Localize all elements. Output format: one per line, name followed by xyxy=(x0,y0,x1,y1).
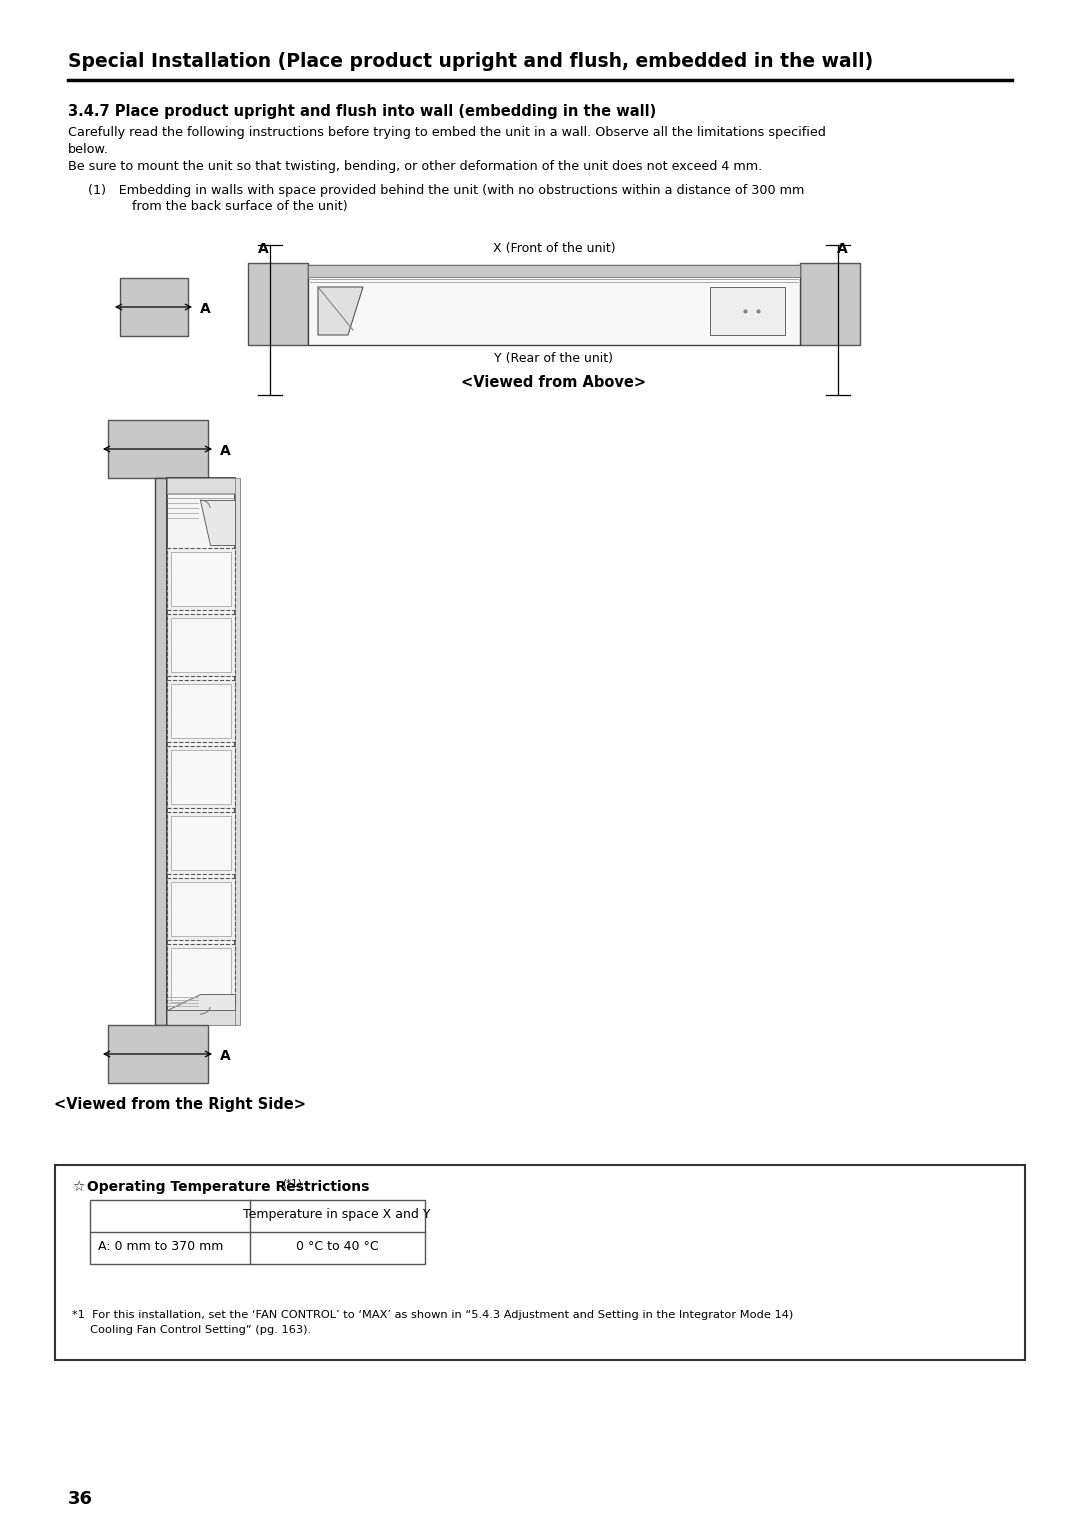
Polygon shape xyxy=(318,287,363,335)
Text: *1  For this installation, set the ‘FAN CONTROL’ to ‘MAX’ as shown in “5.4.3 Adj: *1 For this installation, set the ‘FAN C… xyxy=(72,1309,793,1320)
Bar xyxy=(171,816,231,869)
Bar xyxy=(167,614,235,675)
Bar xyxy=(108,1025,208,1083)
Bar xyxy=(171,947,231,1002)
Bar xyxy=(167,1010,235,1025)
Bar xyxy=(308,264,800,345)
Bar xyxy=(90,1199,426,1264)
Bar xyxy=(171,617,231,672)
Bar xyxy=(156,478,167,1025)
Polygon shape xyxy=(200,500,235,545)
Text: A: A xyxy=(220,1050,231,1063)
Bar xyxy=(171,882,231,937)
Text: <Viewed from the Right Side>: <Viewed from the Right Side> xyxy=(54,1097,306,1112)
Bar xyxy=(800,263,860,345)
Text: Cooling Fan Control Setting” (pg. 163).: Cooling Fan Control Setting” (pg. 163). xyxy=(72,1325,311,1335)
Bar xyxy=(167,811,235,874)
Bar xyxy=(235,478,240,1025)
Polygon shape xyxy=(167,995,235,1010)
Text: X (Front of the unit): X (Front of the unit) xyxy=(492,241,616,255)
Bar xyxy=(167,879,235,940)
Text: ☆: ☆ xyxy=(72,1180,84,1193)
Text: Be sure to mount the unit so that twisting, bending, or other deformation of the: Be sure to mount the unit so that twisti… xyxy=(68,160,762,173)
Text: A: A xyxy=(258,241,268,257)
Bar xyxy=(167,478,235,1025)
Text: below.: below. xyxy=(68,144,109,156)
Bar xyxy=(710,287,785,335)
Bar xyxy=(248,263,308,345)
Bar xyxy=(171,750,231,804)
Bar xyxy=(167,680,235,743)
Text: A: A xyxy=(837,241,848,257)
Bar xyxy=(308,264,800,277)
Bar xyxy=(108,420,208,478)
Text: (*1): (*1) xyxy=(282,1178,301,1187)
Text: Operating Temperature Restrictions: Operating Temperature Restrictions xyxy=(82,1180,369,1193)
Text: <Viewed from Above>: <Viewed from Above> xyxy=(461,374,647,390)
Bar xyxy=(167,549,235,610)
Bar xyxy=(171,552,231,607)
Text: Carefully read the following instructions before trying to embed the unit in a w: Carefully read the following instruction… xyxy=(68,125,826,139)
Bar xyxy=(167,944,235,1005)
Bar xyxy=(120,278,188,336)
Text: Special Installation (Place product upright and flush, embedded in the wall): Special Installation (Place product upri… xyxy=(68,52,874,70)
Text: 0 °C to 40 °C: 0 °C to 40 °C xyxy=(296,1241,378,1253)
Text: from the back surface of the unit): from the back surface of the unit) xyxy=(108,200,348,212)
Text: (1) Embedding in walls with space provided behind the unit (with no obstructions: (1) Embedding in walls with space provid… xyxy=(87,183,805,197)
Bar xyxy=(55,1164,1025,1360)
Bar xyxy=(171,685,231,738)
Text: A: 0 mm to 370 mm: A: 0 mm to 370 mm xyxy=(98,1241,224,1253)
Text: Temperature in space X and Y: Temperature in space X and Y xyxy=(243,1209,431,1221)
Text: 3.4.7 Place product upright and flush into wall (embedding in the wall): 3.4.7 Place product upright and flush in… xyxy=(68,104,657,119)
Text: Y (Rear of the unit): Y (Rear of the unit) xyxy=(495,351,613,365)
Text: A: A xyxy=(220,445,231,458)
Bar xyxy=(167,746,235,808)
Bar xyxy=(167,478,235,494)
Text: A: A xyxy=(200,303,211,316)
Text: 36: 36 xyxy=(68,1490,93,1508)
